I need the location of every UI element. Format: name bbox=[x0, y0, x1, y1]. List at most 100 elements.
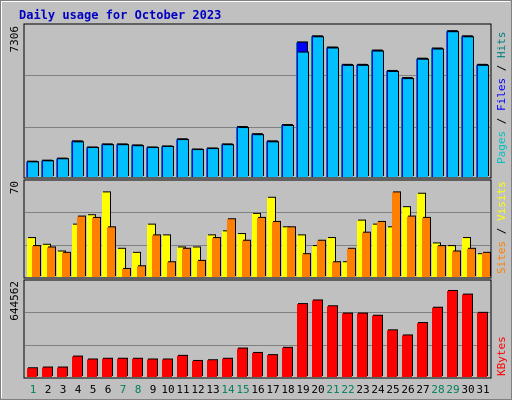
bar-kbytes-kbytes-day-2 bbox=[42, 367, 52, 377]
bar-pages-files-hits-pages-day-30 bbox=[463, 37, 473, 177]
bar-visits-sites-sites-day-7 bbox=[122, 268, 130, 277]
bar-visits-sites-visits-day-3 bbox=[57, 251, 65, 277]
bar-visits-sites-sites-day-25 bbox=[392, 192, 400, 277]
bar-pages-files-hits-pages-day-31 bbox=[478, 65, 488, 177]
x-tick-label-27: 27 bbox=[416, 383, 429, 396]
legend-visits: Sites / Visits bbox=[495, 181, 508, 274]
bar-kbytes-kbytes-day-24 bbox=[372, 315, 382, 377]
bar-kbytes-kbytes-day-11 bbox=[177, 355, 187, 377]
bar-pages-files-hits-pages-day-25 bbox=[388, 71, 398, 177]
bar-pages-files-hits-pages-day-1 bbox=[28, 162, 38, 177]
bar-visits-sites-sites-day-27 bbox=[422, 217, 430, 277]
bar-visits-sites-visits-day-26 bbox=[402, 207, 410, 277]
bar-pages-files-hits-pages-day-24 bbox=[373, 51, 383, 177]
bar-visits-sites-sites-day-12 bbox=[197, 260, 205, 277]
bar-visits-sites-visits-day-24 bbox=[372, 224, 380, 277]
x-tick-label-18: 18 bbox=[281, 383, 294, 396]
bar-pages-files-hits-pages-day-22 bbox=[343, 65, 353, 177]
x-tick-label-10: 10 bbox=[161, 383, 174, 396]
legend-hits-label: Hits bbox=[495, 32, 508, 59]
bar-pages-files-hits-pages-day-11 bbox=[178, 140, 188, 177]
x-tick-label-17: 17 bbox=[266, 383, 279, 396]
bar-visits-sites-visits-day-16 bbox=[252, 213, 260, 277]
bar-kbytes-kbytes-day-5 bbox=[87, 359, 97, 377]
bar-visits-sites-sites-day-15 bbox=[242, 240, 250, 277]
bar-pages-files-hits-pages-day-19 bbox=[298, 52, 308, 178]
bar-pages-files-hits-pages-day-23 bbox=[358, 65, 368, 177]
x-tick-label-7: 7 bbox=[120, 383, 127, 396]
bar-visits-sites-sites-day-26 bbox=[407, 216, 415, 277]
bar-kbytes-kbytes-day-22 bbox=[342, 313, 352, 377]
x-tick-label-29: 29 bbox=[446, 383, 459, 396]
bar-kbytes-kbytes-day-3 bbox=[57, 367, 67, 377]
bar-visits-sites-sites-day-8 bbox=[137, 266, 145, 277]
bar-kbytes-kbytes-day-23 bbox=[357, 313, 367, 377]
bar-kbytes-kbytes-day-13 bbox=[207, 360, 217, 377]
bar-visits-sites-visits-day-19 bbox=[297, 235, 305, 277]
ymax-label-kbytes: 644562 bbox=[8, 281, 21, 321]
bar-visits-sites-visits-day-12 bbox=[192, 247, 200, 277]
bar-visits-sites-sites-day-17 bbox=[272, 221, 280, 277]
bar-kbytes-kbytes-day-25 bbox=[387, 330, 397, 377]
bar-pages-files-hits-pages-day-28 bbox=[433, 49, 443, 177]
bar-kbytes-kbytes-day-31 bbox=[477, 312, 487, 377]
bar-pages-files-hits-pages-day-20 bbox=[313, 37, 323, 177]
bar-visits-sites-visits-day-27 bbox=[417, 193, 425, 277]
chart-title: Daily usage for October 2023 bbox=[19, 8, 221, 22]
bar-visits-sites-visits-day-8 bbox=[132, 252, 140, 277]
x-tick-label-30: 30 bbox=[461, 383, 474, 396]
x-tick-label-20: 20 bbox=[311, 383, 324, 396]
bar-visits-sites-visits-day-7 bbox=[117, 248, 125, 277]
bar-visits-sites-visits-day-21 bbox=[327, 238, 335, 277]
bar-pages-files-hits-pages-day-29 bbox=[448, 32, 458, 178]
bar-visits-sites-visits-day-11 bbox=[177, 247, 185, 277]
bar-pages-files-hits-pages-day-3 bbox=[58, 159, 68, 177]
bar-pages-files-hits-pages-day-14 bbox=[223, 145, 233, 177]
bar-pages-files-hits-pages-day-13 bbox=[208, 149, 218, 177]
bar-pages-files-hits-pages-day-2 bbox=[43, 161, 53, 177]
bar-visits-sites-visits-day-30 bbox=[462, 238, 470, 277]
bar-visits-sites-sites-day-16 bbox=[257, 217, 265, 277]
bar-pages-files-hits-pages-day-5 bbox=[88, 148, 98, 177]
bar-pages-files-hits-pages-day-27 bbox=[418, 59, 428, 177]
bar-visits-sites-visits-day-20 bbox=[312, 246, 320, 277]
x-tick-label-8: 8 bbox=[135, 383, 142, 396]
legend-pages: Pages bbox=[495, 131, 508, 164]
legend-sep-3: / bbox=[495, 221, 508, 241]
bar-kbytes-kbytes-day-17 bbox=[267, 355, 277, 377]
x-tick-label-9: 9 bbox=[150, 383, 157, 396]
legend-files: Files bbox=[495, 78, 508, 111]
bar-visits-sites-visits-day-2 bbox=[42, 244, 50, 277]
bar-kbytes-kbytes-day-30 bbox=[462, 294, 472, 377]
bar-pages-files-hits-pages-day-16 bbox=[253, 135, 263, 177]
bar-kbytes-kbytes-day-12 bbox=[192, 360, 202, 377]
bar-visits-sites-sites-day-24 bbox=[377, 221, 385, 277]
ymax-label-hits: 7306 bbox=[8, 26, 21, 53]
x-tick-label-1: 1 bbox=[30, 383, 37, 396]
bar-kbytes-kbytes-day-10 bbox=[162, 359, 172, 377]
bar-kbytes-kbytes-day-28 bbox=[432, 307, 442, 377]
bar-kbytes-kbytes-day-9 bbox=[147, 359, 157, 377]
bar-pages-files-hits-pages-day-21 bbox=[328, 48, 338, 177]
bar-kbytes-kbytes-day-14 bbox=[222, 358, 232, 377]
bar-kbytes-kbytes-day-29 bbox=[447, 290, 457, 377]
bar-visits-sites-visits-day-6 bbox=[102, 192, 110, 277]
bar-kbytes-kbytes-day-27 bbox=[417, 323, 427, 377]
bar-kbytes-kbytes-day-18 bbox=[282, 347, 292, 377]
bar-visits-sites-visits-day-5 bbox=[87, 215, 95, 277]
bar-pages-files-hits-pages-day-9 bbox=[148, 148, 158, 177]
bar-visits-sites-sites-day-6 bbox=[107, 227, 115, 277]
bar-kbytes-kbytes-day-8 bbox=[132, 358, 142, 377]
bar-visits-sites-visits-day-15 bbox=[237, 234, 245, 277]
bars bbox=[26, 30, 491, 377]
bar-visits-sites-sites-day-10 bbox=[167, 262, 175, 277]
x-tick-label-12: 12 bbox=[191, 383, 204, 396]
x-tick-label-23: 23 bbox=[356, 383, 369, 396]
bar-visits-sites-sites-day-4 bbox=[77, 216, 85, 277]
bar-kbytes-kbytes-day-4 bbox=[72, 356, 82, 377]
bar-kbytes-kbytes-day-20 bbox=[312, 300, 322, 377]
bar-visits-sites-sites-day-30 bbox=[467, 248, 475, 277]
x-tick-label-22: 22 bbox=[341, 383, 354, 396]
bar-visits-sites-sites-day-1 bbox=[32, 246, 40, 277]
